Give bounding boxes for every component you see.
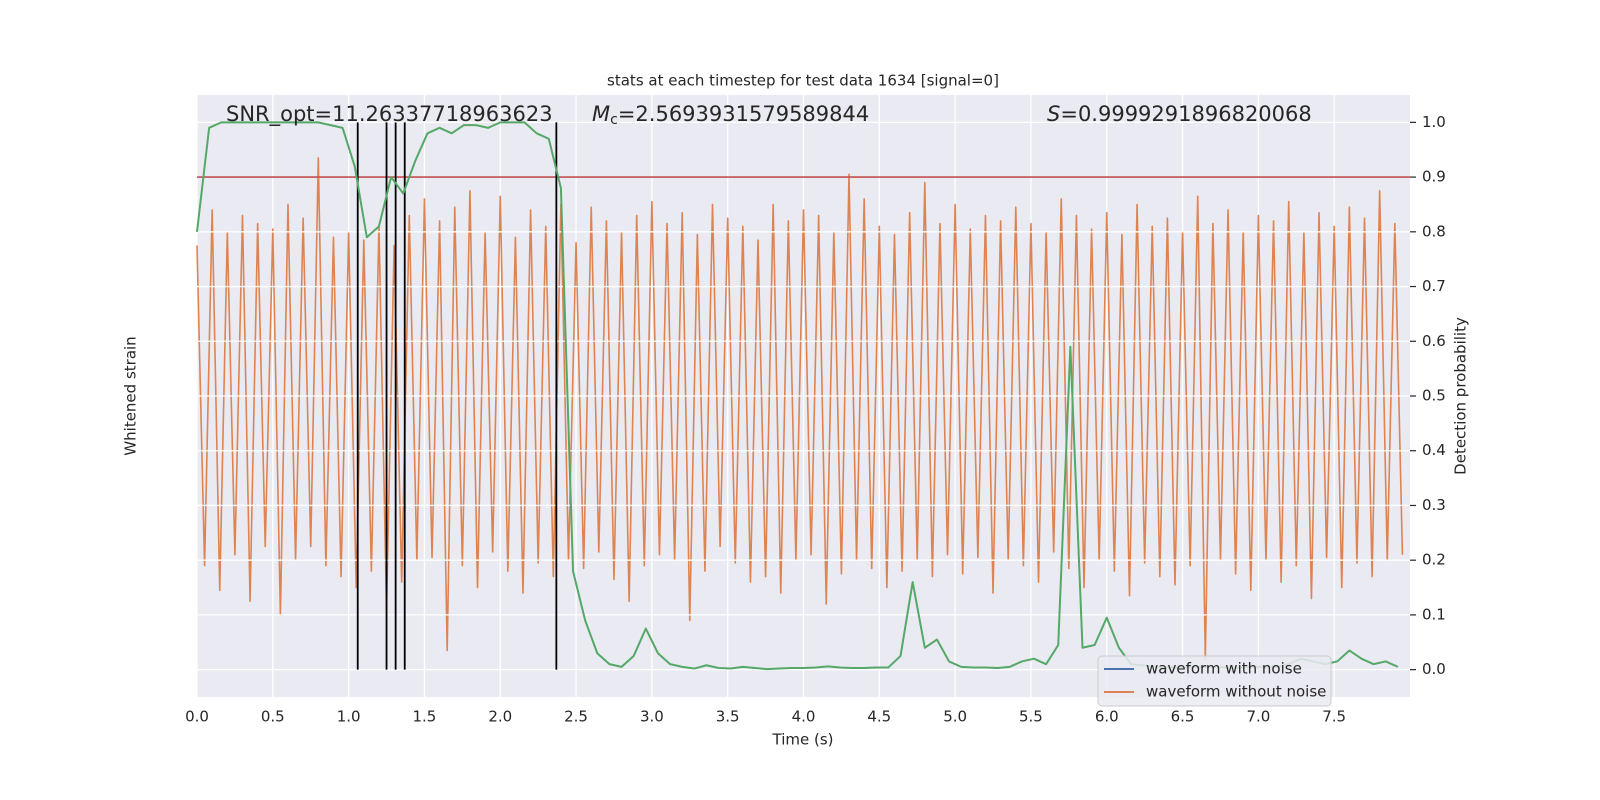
x-tick-label: 6.0 [1095,708,1119,726]
y2-tick-label: 0.8 [1422,222,1446,240]
y2-tick-label: 0.3 [1422,496,1446,514]
mc-annotation: Mc=2.5693931579589844 [592,102,869,128]
s-symbol: S [1047,102,1060,126]
x-tick-label: 6.5 [1171,708,1195,726]
y-axis-label: Whitened strain [122,336,140,455]
legend-label: waveform with noise [1146,660,1302,678]
s-value: =0.9999291896820068 [1060,102,1311,126]
x-tick-label: 2.5 [564,708,588,726]
x-tick-label: 4.5 [867,708,891,726]
x-tick-label: 3.5 [716,708,740,726]
y2-tick-label: 0.1 [1422,605,1446,623]
y2-tick-label: 0.2 [1422,551,1446,569]
x-tick-label: 7.0 [1246,708,1270,726]
x-tick-label: 1.0 [337,708,361,726]
legend-label: waveform without noise [1146,683,1326,701]
mc-value: =2.5693931579589844 [618,102,869,126]
legend-box [1097,655,1332,707]
series-line [196,157,1404,660]
x-tick-label: 3.0 [640,708,664,726]
y2-tick-label: 0.6 [1422,332,1446,350]
x-tick-label: 5.5 [1019,708,1043,726]
chart-title: stats at each timestep for test data 163… [607,72,999,90]
x-axis-label: Time (s) [772,731,834,749]
y2-tick-label: 0.4 [1422,441,1446,459]
y2-tick-label: 0.0 [1422,660,1446,678]
y2-tick-label: 0.9 [1422,168,1446,186]
y2-tick-label: 0.7 [1422,277,1446,295]
s-annotation: S=0.9999291896820068 [1047,102,1312,126]
mc-symbol: M [592,102,610,126]
y2-axis-label: Detection probability [1452,317,1470,475]
legend: waveform with noise waveform without nois… [1097,655,1332,707]
x-tick-label: 2.0 [488,708,512,726]
x-tick-label: 5.0 [943,708,967,726]
x-tick-label: 7.5 [1322,708,1346,726]
x-tick-label: 0.5 [261,708,285,726]
x-tick-label: 0.0 [185,708,209,726]
y2-tick-label: 0.5 [1422,387,1446,405]
mc-subscript: c [610,112,618,128]
y2-tick-label: 1.0 [1422,113,1446,131]
snr-annotation: SNR_opt=11.26337718963623 [226,102,553,127]
x-tick-label: 4.0 [792,708,816,726]
x-tick-label: 1.5 [413,708,437,726]
